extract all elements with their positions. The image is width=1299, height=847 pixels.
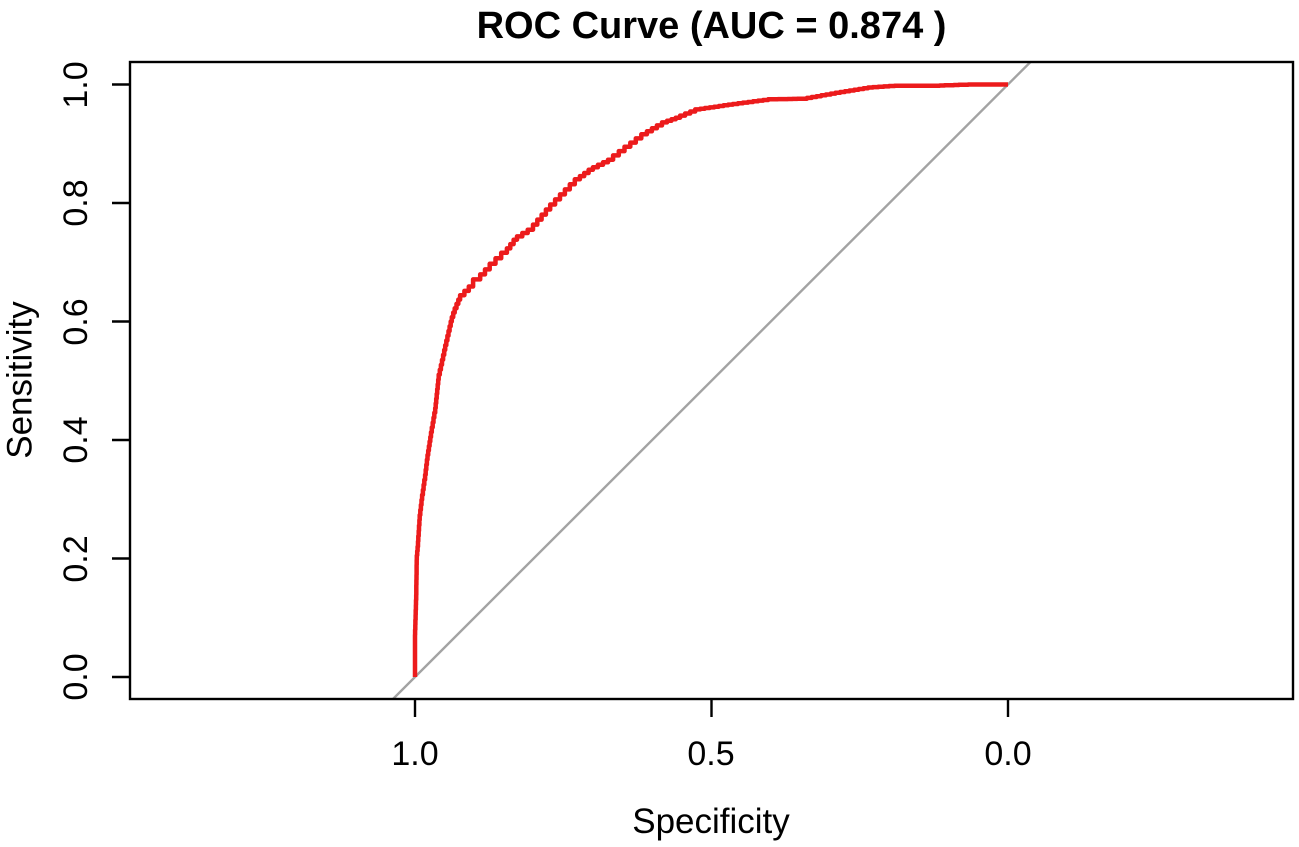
y-tick-label: 0.4 xyxy=(57,416,95,464)
chart-title: ROC Curve (AUC = 0.874 ) xyxy=(476,5,947,47)
y-tick-label: 1.0 xyxy=(57,60,95,109)
chance-diagonal-line xyxy=(392,61,1032,700)
x-tick-label: 0.5 xyxy=(687,735,735,773)
roc-curve-line xyxy=(412,82,1008,677)
y-tick-label: 0.6 xyxy=(57,297,95,346)
x-tick-label: 0.0 xyxy=(984,735,1032,773)
y-tick-label: 0.0 xyxy=(57,653,95,701)
x-axis-tick-marks xyxy=(413,699,1010,717)
y-axis-title: Sensitivity xyxy=(0,301,40,459)
x-axis-title: Specificity xyxy=(632,802,790,841)
y-tick-label: 0.2 xyxy=(57,534,95,583)
y-tick-label: 0.8 xyxy=(57,179,95,227)
y-axis-tick-marks xyxy=(112,83,130,679)
x-tick-label: 1.0 xyxy=(391,735,439,773)
